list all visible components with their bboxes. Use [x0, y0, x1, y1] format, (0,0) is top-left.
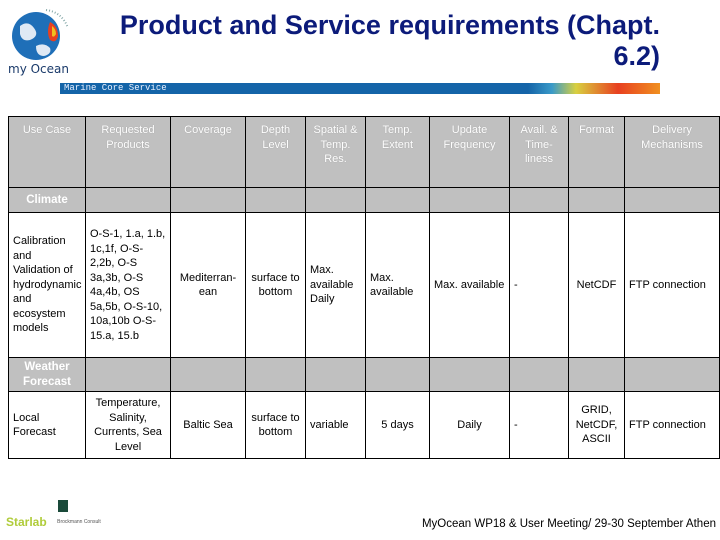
cell-availability: -	[509, 212, 569, 358]
footer-text: MyOcean WP18 & User Meeting/ 29-30 Septe…	[421, 518, 716, 530]
cell-depth-level: surface to bottom	[245, 212, 306, 358]
cell-format: NetCDF	[568, 212, 625, 358]
starlab-logo: Starlab	[6, 515, 47, 529]
cell-delivery: FTP connection	[624, 391, 720, 459]
table-row: Calibration and Validation of hydrodynam…	[8, 212, 720, 358]
col-spatial-temp-res: Spatial & Temp. Res.	[305, 116, 366, 188]
col-coverage: Coverage	[170, 116, 246, 188]
section-row-climate: Climate	[8, 187, 720, 213]
col-update-frequency: Update Frequency	[429, 116, 510, 188]
brockmann-logo: Brockmann Consult	[57, 518, 101, 525]
section-label: Climate	[8, 187, 86, 213]
cell-requested-products: Temperature, Salinity, Currents, Sea Lev…	[85, 391, 171, 459]
cell-delivery: FTP connection	[624, 212, 720, 358]
cell-spatial-temp-res: Max. available Daily	[305, 212, 366, 358]
cell-update-frequency: Max. available	[429, 212, 510, 358]
col-requested-products: Requested Products	[85, 116, 171, 188]
table-row: Local Forecast Temperature, Salinity, Cu…	[8, 391, 720, 459]
col-depth-level: Depth Level	[245, 116, 306, 188]
cell-use-case: Local Forecast	[8, 391, 86, 459]
col-format: Format	[568, 116, 625, 188]
globe-icon	[12, 9, 69, 60]
band-label: Marine Core Service	[64, 83, 167, 93]
cell-temp-extent: Max. available	[365, 212, 430, 358]
section-label: Weather Forecast	[8, 357, 86, 392]
table-header-row: Use Case Requested Products Coverage Dep…	[8, 116, 720, 188]
col-availability: Avail. & Time-liness	[509, 116, 569, 188]
cell-spatial-temp-res: variable	[305, 391, 366, 459]
logo-text: my Ocean	[8, 62, 69, 76]
header-band	[60, 83, 660, 94]
col-use-case: Use Case	[8, 116, 86, 188]
cell-temp-extent: 5 days	[365, 391, 430, 459]
cell-format: GRID, NetCDF, ASCII	[568, 391, 625, 459]
cell-requested-products: O-S-1, 1.a, 1.b, 1c,1f, O-S-2,2b, O-S 3a…	[85, 212, 171, 358]
cell-update-frequency: Daily	[429, 391, 510, 459]
brockmann-icon	[58, 500, 68, 512]
cell-coverage: Mediterran-ean	[170, 212, 246, 358]
cell-coverage: Baltic Sea	[170, 391, 246, 459]
page-title: Product and Service requirements (Chapt.…	[119, 10, 660, 71]
col-temp-extent: Temp. Extent	[365, 116, 430, 188]
myocean-logo	[6, 4, 76, 80]
requirements-table: Use Case Requested Products Coverage Dep…	[8, 116, 720, 459]
footer-logos: Starlab Brockmann Consult	[6, 500, 101, 531]
col-delivery: Delivery Mechanisms	[624, 116, 720, 188]
section-row-weather-forecast: Weather Forecast	[8, 357, 720, 392]
cell-use-case: Calibration and Validation of hydrodynam…	[8, 212, 86, 358]
cell-availability: -	[509, 391, 569, 459]
cell-depth-level: surface to bottom	[245, 391, 306, 459]
